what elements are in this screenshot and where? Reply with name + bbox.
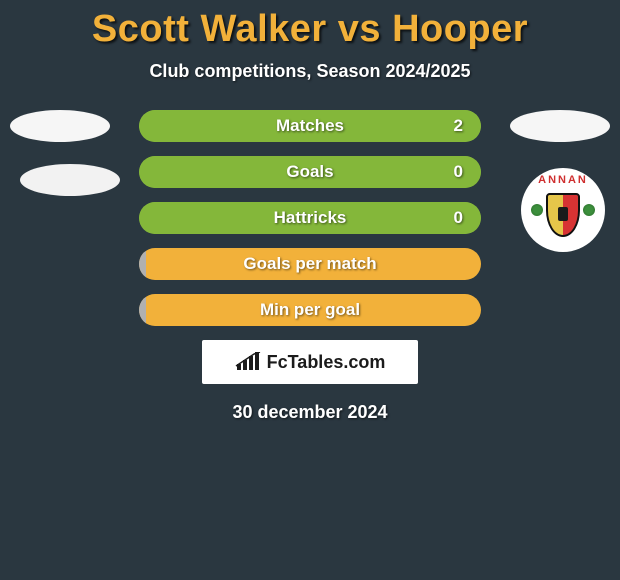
stat-bar-label: Hattricks (274, 208, 347, 228)
stat-bar-label: Matches (276, 116, 344, 136)
stat-bar-value: 0 (454, 208, 463, 228)
stat-bar-fill (139, 294, 146, 326)
stat-bar: Matches 2 (139, 110, 481, 142)
stat-bar-label: Goals (286, 162, 333, 182)
player-right-avatar-placeholder (510, 110, 610, 142)
stat-bars: Matches 2 Goals 0 Hattricks 0 Goals per match M… (139, 110, 481, 326)
stat-bar-label: Min per goal (260, 300, 360, 320)
page-title: Scott Walker vs Hooper (0, 8, 620, 51)
stat-bar-fill (139, 248, 146, 280)
player-left-club-placeholder (20, 164, 120, 196)
bars-logo-icon (235, 352, 261, 372)
stat-bar-value: 2 (454, 116, 463, 136)
stat-bar-value: 0 (454, 162, 463, 182)
stat-bar-label: Goals per match (243, 254, 376, 274)
stat-bar: Goals per match (139, 248, 481, 280)
crest-thistle-left-icon (531, 204, 543, 216)
comparison-panel: ANNAN Matches 2 Goals 0 Hattricks 0 Goals per … (0, 110, 620, 423)
stat-bar: Min per goal (139, 294, 481, 326)
crest-thistle-right-icon (583, 204, 595, 216)
player-left-avatar-placeholder (10, 110, 110, 142)
branding-text: FcTables.com (267, 352, 386, 373)
subtitle: Club competitions, Season 2024/2025 (0, 61, 620, 82)
crest-shield-icon (546, 193, 580, 237)
crest-text: ANNAN (538, 174, 588, 186)
date-text: 30 december 2024 (0, 402, 620, 423)
player-right-club-crest: ANNAN (521, 168, 605, 252)
branding-badge: FcTables.com (202, 340, 418, 384)
stat-bar: Hattricks 0 (139, 202, 481, 234)
stat-bar: Goals 0 (139, 156, 481, 188)
